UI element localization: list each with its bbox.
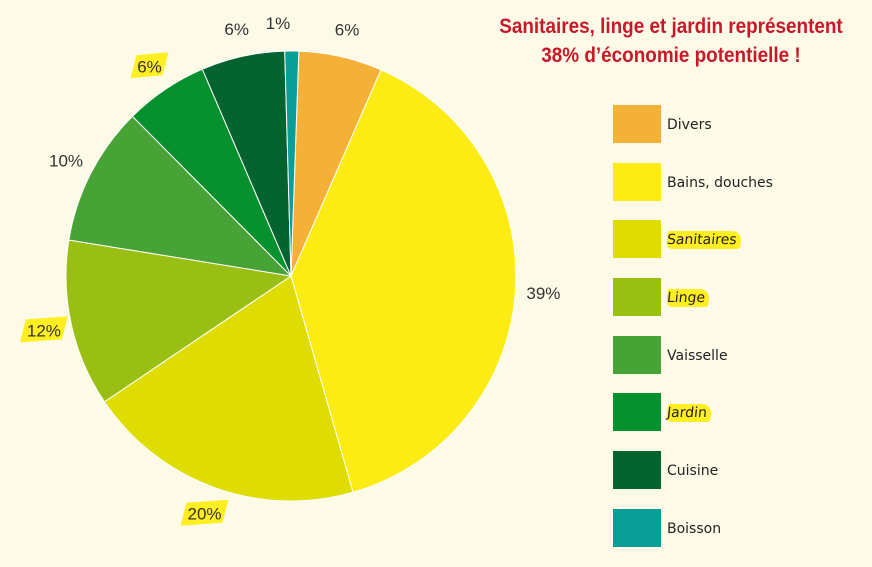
chart-headline: Sanitaires, linge et jardin représentent… [490, 12, 852, 70]
headline-line-1: Sanitaires, linge et jardin représentent [499, 15, 843, 38]
slice-percent-label: 6% [224, 20, 249, 39]
legend-label: Sanitaires [666, 231, 742, 250]
highlight-marker [180, 499, 229, 526]
legend-swatch [613, 393, 661, 432]
pie-slice-vaisselle [68, 115, 293, 277]
pie-slice-boisson [284, 50, 300, 277]
percent-label-text: 39% [526, 284, 560, 303]
legend-label: Vaisselle [667, 347, 728, 364]
highlight-marker [19, 316, 68, 343]
legend-label: Bains, douches [667, 174, 773, 191]
pie-percent-labels: 6% 39% 20% 12% 10% 6% 6% 1% [19, 14, 560, 526]
slice-percent-label: 1% [266, 14, 291, 33]
percent-label-text: 1% [266, 14, 291, 33]
percent-label-text: 10% [49, 151, 83, 170]
pie-chart: 6% 39% 20% 12% 10% 6% 6% 1% [19, 14, 560, 526]
legend-label: Linge [666, 289, 711, 308]
pie-slices [65, 50, 517, 502]
percent-label-text: 6% [224, 20, 249, 39]
percent-label-text: 6% [137, 57, 162, 76]
headline-line-2: 38% d’économie potentielle ! [541, 44, 801, 67]
pie-slice-bains-douches [290, 69, 517, 493]
slice-percent-label: 10% [49, 151, 83, 170]
percent-label-text: 6% [335, 20, 360, 39]
legend-swatch [613, 451, 661, 490]
legend-label: Jardin [666, 404, 712, 423]
percent-label-text: 20% [187, 505, 221, 524]
legend-swatch [613, 335, 661, 374]
legend-swatch [613, 105, 661, 143]
slice-percent-label: 12% [19, 316, 68, 343]
legend-label: Boisson [667, 520, 722, 537]
slice-percent-label: 6% [335, 20, 360, 39]
legend-label: Divers [667, 117, 712, 133]
highlight-marker [130, 52, 169, 79]
legend-label: Cuisine [667, 463, 719, 480]
slice-percent-label: 6% [130, 52, 169, 79]
slice-percent-label: 39% [526, 284, 560, 303]
pie-slice-sanitaires [103, 275, 354, 502]
pie-slice-linge [65, 239, 293, 403]
legend-swatch [613, 508, 661, 547]
legend-swatch [613, 278, 661, 317]
legend-swatch [613, 162, 661, 201]
slice-percent-label: 20% [180, 499, 229, 526]
legend-swatch [613, 220, 661, 259]
percent-label-text: 12% [27, 321, 61, 340]
